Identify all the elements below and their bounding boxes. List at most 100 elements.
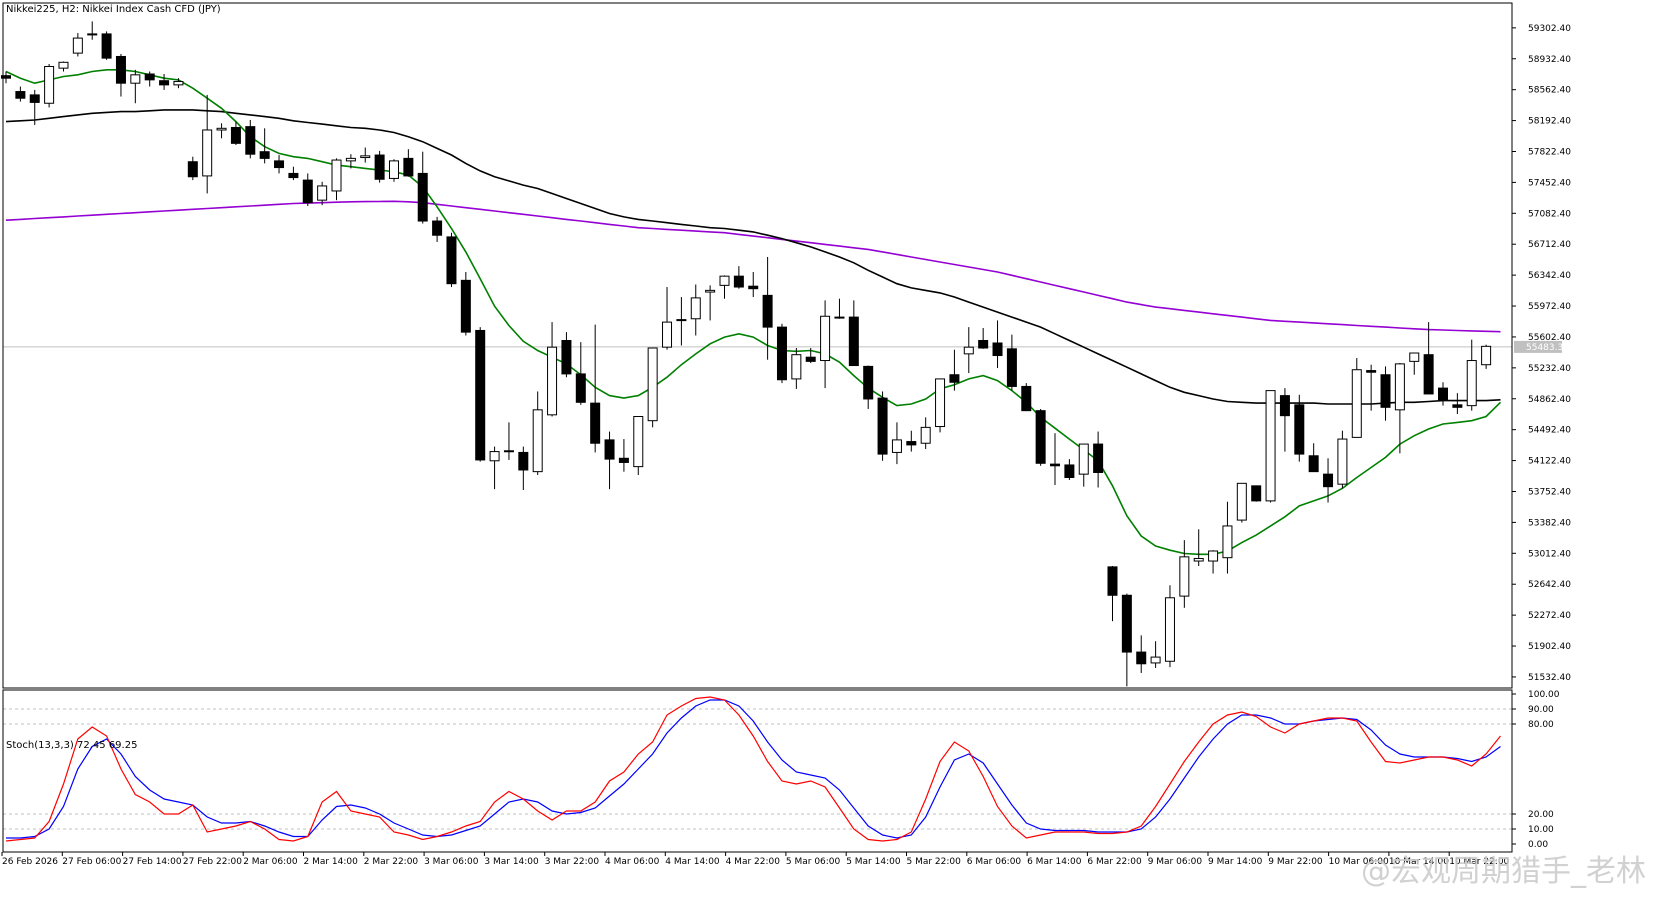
time-tick-label: 2 Mar 14:00	[304, 857, 359, 867]
time-tick-label: 6 Mar 14:00	[1027, 857, 1082, 867]
candle-body-down	[762, 294, 773, 328]
price-tick-label: 57822.40	[1528, 147, 1571, 157]
candle	[1078, 443, 1089, 487]
price-tick-label: 54492.40	[1528, 426, 1571, 436]
candle-body-up	[1409, 352, 1420, 362]
candle	[159, 74, 170, 90]
price-tick-label: 53752.40	[1528, 487, 1571, 497]
candle	[1179, 540, 1190, 608]
candle-body-down	[101, 33, 112, 59]
candle-body-up	[676, 319, 687, 322]
candle-body-up	[503, 450, 514, 453]
candle	[417, 151, 428, 224]
candle-body-up	[647, 347, 658, 422]
candle-body-up	[1337, 438, 1348, 485]
candle	[992, 320, 1003, 369]
candle-body-up	[791, 354, 802, 380]
candle-body-down	[1251, 485, 1262, 502]
candle	[604, 431, 615, 490]
time-tick-label: 6 Mar 22:00	[1087, 857, 1142, 867]
candle-body-down	[1279, 395, 1290, 417]
candle-body-up	[388, 160, 399, 179]
candle	[791, 348, 802, 389]
time-tick-label: 4 Mar 06:00	[605, 857, 660, 867]
candle-body-up	[920, 426, 931, 444]
candle-body-up	[705, 289, 716, 293]
stoch-main-line	[5, 696, 1501, 842]
candle	[1466, 339, 1477, 411]
candle-body-down	[1006, 348, 1017, 387]
time-tick-label: 3 Mar 22:00	[545, 857, 600, 867]
candle	[216, 123, 227, 139]
candle-body-down	[575, 373, 586, 403]
candle	[1164, 585, 1175, 668]
price-tick-label: 54862.40	[1528, 395, 1571, 405]
candle	[705, 285, 716, 321]
price-tick-label: 51902.40	[1528, 642, 1571, 652]
candle	[1093, 431, 1104, 488]
price-tick-label: 52642.40	[1528, 580, 1571, 590]
candle	[1121, 593, 1132, 687]
candle-body-up	[662, 321, 673, 348]
candle-body-down	[1438, 387, 1448, 401]
candle	[1323, 458, 1334, 503]
candle	[144, 71, 155, 87]
candle	[1366, 364, 1377, 411]
candle-body-up	[891, 439, 902, 453]
candle-body-down	[1093, 443, 1104, 473]
watermark: @宏观周期猎手_老林	[1361, 854, 1646, 889]
candle	[920, 417, 931, 450]
candle-body-down	[475, 329, 486, 461]
candle	[1308, 443, 1319, 473]
candle	[1337, 430, 1348, 489]
candle-body-up	[360, 155, 371, 159]
stoch-level-label: 10.00	[1528, 825, 1554, 835]
current-price-label: 55483.33	[1526, 343, 1569, 353]
candle	[863, 365, 874, 409]
time-tick-label: 27 Feb 06:00	[62, 857, 121, 867]
candle	[590, 324, 601, 453]
time-tick-label: 10 Mar 06:00	[1329, 857, 1389, 867]
candle	[848, 300, 859, 367]
time-tick-label: 9 Mar 14:00	[1208, 857, 1263, 867]
candle	[676, 297, 687, 346]
candle	[475, 327, 486, 462]
candle-body-down	[159, 80, 170, 86]
candle	[820, 300, 831, 389]
candle-body-up	[44, 65, 55, 104]
candle-body-down	[733, 275, 744, 288]
stoch-signal-line	[6, 699, 1501, 839]
candle	[561, 332, 572, 378]
ma-fast-line	[5, 200, 1501, 333]
time-tick-label: 3 Mar 14:00	[484, 857, 539, 867]
candle-body-up	[547, 346, 558, 416]
current-price-box	[1514, 340, 1562, 353]
stoch-level-label: 90.00	[1528, 705, 1554, 715]
candle-body-down	[15, 91, 26, 99]
candle-body-up	[317, 185, 328, 201]
candle-body-up	[1351, 369, 1362, 438]
candle	[29, 89, 40, 125]
candle-body-up	[1466, 360, 1477, 407]
chart-title: Nikkei225, H2: Nikkei Index Cash CFD (JP…	[6, 4, 221, 15]
candle-body-down	[288, 172, 299, 179]
candle-body-up	[820, 315, 831, 362]
candle	[388, 159, 399, 182]
time-tick-label: 4 Mar 22:00	[726, 857, 781, 867]
candle	[259, 128, 270, 164]
price-tick-label: 55972.40	[1528, 302, 1571, 312]
candle	[978, 327, 989, 349]
time-tick-label: 5 Mar 22:00	[907, 857, 962, 867]
candle-body-up	[173, 81, 184, 86]
candle-body-down	[1366, 370, 1377, 373]
candle	[748, 271, 759, 298]
candle	[963, 327, 974, 374]
stoch-level-label: 0.00	[1528, 840, 1548, 850]
candle-body-up	[1164, 597, 1175, 662]
candle	[518, 446, 529, 491]
candle-body-up	[719, 275, 730, 286]
candle	[690, 284, 701, 336]
time-tick-label: 9 Mar 22:00	[1268, 857, 1323, 867]
